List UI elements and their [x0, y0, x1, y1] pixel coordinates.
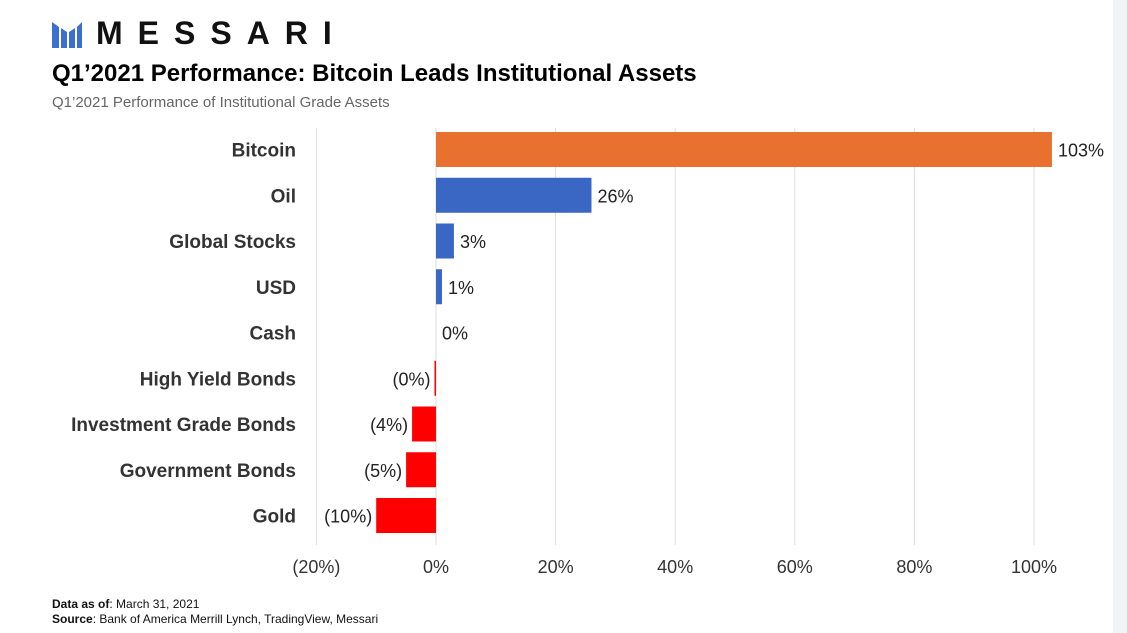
- x-tick-label: (20%): [292, 557, 340, 577]
- bar: [406, 452, 436, 488]
- chart-subtitle: Q1’2021 Performance of Institutional Gra…: [52, 94, 390, 111]
- category-label: Gold: [253, 507, 296, 528]
- source-label: Source: [52, 612, 93, 626]
- category-label: Government Bonds: [120, 461, 296, 482]
- x-tick-label: 0%: [423, 557, 449, 577]
- x-tick-label: 80%: [896, 557, 932, 577]
- data-as-of-value: : March 31, 2021: [109, 597, 200, 611]
- messari-logo-icon: [52, 22, 82, 48]
- value-label: 103%: [1058, 141, 1104, 161]
- category-label: Bitcoin: [232, 141, 296, 162]
- bar: [436, 223, 454, 259]
- value-label: (0%): [392, 369, 430, 389]
- x-tick-label: 100%: [1011, 557, 1057, 577]
- bar: [434, 360, 436, 396]
- right-edge-shade: [1113, 0, 1127, 633]
- bar: [436, 177, 592, 213]
- chart-title: Q1’2021 Performance: Bitcoin Leads Insti…: [52, 60, 697, 87]
- value-label: 1%: [448, 278, 474, 298]
- x-tick-label: 40%: [657, 557, 693, 577]
- footer-data-as-of: Data as of: March 31, 2021: [52, 597, 199, 611]
- bar: [412, 406, 436, 442]
- value-label: 26%: [597, 186, 633, 206]
- category-label: High Yield Bonds: [140, 369, 296, 390]
- category-label: Global Stocks: [169, 232, 296, 253]
- bar-chart: (20%) 0% 20% 40% 60% 80% 100% Bitcoin 103% Oil 26%…: [71, 128, 1104, 577]
- value-label: (10%): [324, 507, 372, 527]
- value-label: (4%): [370, 415, 408, 435]
- brand: MESSARI: [52, 16, 347, 50]
- category-label: Investment Grade Bonds: [71, 415, 296, 436]
- data-as-of-label: Data as of: [52, 597, 110, 611]
- bar: [436, 269, 442, 305]
- bar: [376, 498, 436, 533]
- category-label: USD: [256, 278, 296, 299]
- bar: [436, 132, 1052, 167]
- category-label: Oil: [271, 186, 296, 207]
- value-label: (5%): [364, 461, 402, 481]
- value-label: 0%: [442, 324, 468, 344]
- x-tick-label: 20%: [538, 557, 574, 577]
- source-value: : Bank of America Merrill Lynch, Trading…: [92, 612, 379, 626]
- x-tick-label: 60%: [777, 557, 813, 577]
- value-label: 3%: [460, 232, 486, 252]
- brand-name: MESSARI: [96, 15, 347, 51]
- category-label: Cash: [250, 324, 296, 345]
- footer-source: Source: Bank of America Merrill Lynch, T…: [52, 612, 378, 626]
